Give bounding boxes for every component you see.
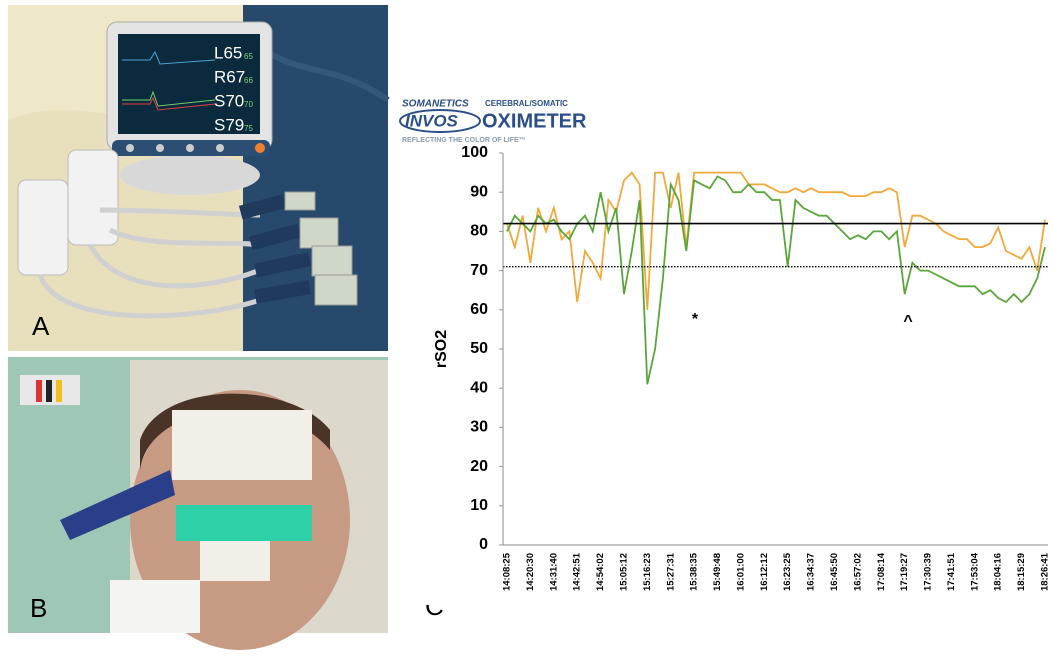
monitor-reading-sub: 75 — [244, 124, 253, 133]
panel-a-photo: A — [8, 5, 388, 351]
monitor-reading-sub: 65 — [244, 52, 253, 61]
y-tick-label: 70 — [470, 262, 488, 279]
y-tick-label: 100 — [461, 144, 488, 161]
logo-kind: CEREBRAL/SOMATIC — [485, 99, 568, 108]
monitor-reading: R67 — [214, 67, 245, 86]
logo: SOMANETICS CEREBRAL/SOMATIC INVOS OXIMET… — [400, 99, 587, 144]
monitor-reading: L65 — [214, 43, 242, 62]
x-tick-label: 16:23:25 — [782, 552, 793, 591]
monitor-reading-sub: 66 — [244, 76, 253, 85]
panel-label: B — [30, 593, 47, 623]
x-tick-label: 16:45:50 — [829, 553, 840, 591]
x-tick-label: 15:16:23 — [642, 553, 653, 591]
x-tick-label: 14:08:25 — [502, 552, 513, 591]
monitor-reading: S79 — [214, 115, 244, 134]
y-tick-label: 0 — [479, 536, 488, 553]
panel-label: A — [32, 311, 50, 341]
y-tick-label: 30 — [470, 419, 488, 436]
x-tick-label: 16:34:37 — [806, 553, 817, 591]
x-tick-label: 18:26:41 — [1040, 552, 1051, 591]
y-tick-label: 60 — [470, 301, 488, 318]
x-tick-label: 15:38:35 — [689, 552, 700, 591]
y-tick-label: 40 — [470, 379, 488, 396]
monitor-reading-sub: 70 — [244, 100, 253, 109]
plot-background — [395, 150, 1051, 605]
y-tick-label: 80 — [470, 223, 488, 240]
x-tick-label: 17:08:14 — [876, 552, 887, 591]
x-tick-label: 15:05:12 — [618, 553, 629, 591]
y-tick-label: 50 — [470, 340, 488, 357]
y-axis-label: rSO2 — [433, 330, 450, 368]
logo-name: INVOS — [405, 111, 459, 130]
x-tick-label: 15:27:31 — [665, 552, 676, 591]
page: A B SOMANETICS CEREBRAL/SOMATIC INVOS OX… — [0, 0, 1051, 660]
x-tick-label: 18:04:16 — [993, 553, 1004, 591]
y-tick-label: 20 — [470, 458, 488, 475]
x-tick-label: 17:19:27 — [899, 553, 910, 591]
logo-tagline: REFLECTING THE COLOR OF LIFE™ — [402, 137, 526, 144]
panel-b-photo: B — [8, 357, 388, 650]
x-tick-label: 17:41:51 — [946, 552, 957, 591]
logo-product: OXIMETER — [482, 110, 587, 132]
x-tick-label: 16:57:02 — [852, 553, 863, 591]
annotation: ^ — [903, 313, 912, 330]
y-tick-label: 10 — [470, 497, 488, 514]
annotation: * — [692, 311, 699, 328]
x-tick-label: 14:42:51 — [572, 552, 583, 591]
x-tick-label: 14:20:30 — [525, 553, 536, 591]
figure: A B SOMANETICS CEREBRAL/SOMATIC INVOS OX… — [0, 0, 1051, 660]
y-tick-label: 90 — [470, 183, 488, 200]
x-tick-label: 14:31:40 — [548, 553, 559, 591]
x-tick-label: 14:54:02 — [595, 553, 606, 591]
x-tick-label: 17:53:04 — [969, 552, 980, 591]
logo-brand: SOMANETICS — [402, 99, 469, 110]
x-tick-label: 16:01:00 — [735, 553, 746, 591]
monitor-reading: S70 — [214, 91, 244, 110]
x-tick-label: 17:30:39 — [923, 553, 934, 591]
x-tick-label: 18:15:29 — [1016, 553, 1027, 591]
x-tick-label: 16:12:12 — [759, 553, 770, 591]
x-tick-label: 15:49:48 — [712, 553, 723, 591]
